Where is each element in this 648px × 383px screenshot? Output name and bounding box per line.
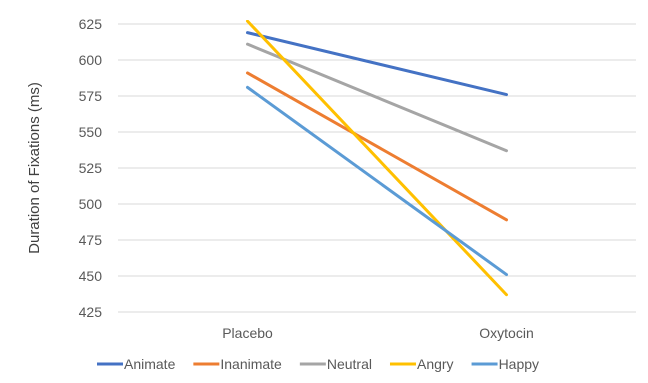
legend-label: Neutral <box>327 356 372 372</box>
series-line-angry <box>246 20 508 297</box>
x-tick-label: Placebo <box>222 325 273 341</box>
gridlines <box>118 23 636 313</box>
y-tick-label: 525 <box>79 160 103 176</box>
y-tick-label: 425 <box>79 304 103 320</box>
legend-item-happy: Happy <box>471 356 539 372</box>
legend-label: Angry <box>417 356 454 372</box>
x-tick-label: Oxytocin <box>479 325 533 341</box>
legend-item-inanimate: Inanimate <box>193 356 282 372</box>
legend-item-neutral: Neutral <box>299 356 372 372</box>
legend-label: Animate <box>124 356 176 372</box>
series-line-animate <box>246 31 508 97</box>
legend-item-animate: Animate <box>97 356 176 372</box>
series-lines <box>246 20 508 297</box>
y-axis-ticks: 425 450 475 500 525 550 575 600 625 <box>79 16 103 320</box>
y-tick-label: 450 <box>79 268 103 284</box>
series-line-neutral <box>246 42 508 153</box>
y-axis-title: Duration of Fixations (ms) <box>26 82 43 254</box>
y-tick-label: 475 <box>79 232 103 248</box>
legend-label: Happy <box>499 356 539 372</box>
legend-item-angry: Angry <box>389 356 454 372</box>
y-tick-label: 625 <box>79 16 103 32</box>
y-tick-label: 500 <box>79 196 103 212</box>
y-tick-label: 550 <box>79 124 103 140</box>
series-line-inanimate <box>246 71 508 222</box>
legend: Animate Inanimate Neutral Angry Happy <box>97 356 539 372</box>
y-tick-label: 600 <box>79 52 103 68</box>
series-line-happy <box>246 85 508 277</box>
x-axis-ticks: Placebo Oxytocin <box>222 325 534 341</box>
legend-label: Inanimate <box>220 356 282 372</box>
y-tick-label: 575 <box>79 88 103 104</box>
